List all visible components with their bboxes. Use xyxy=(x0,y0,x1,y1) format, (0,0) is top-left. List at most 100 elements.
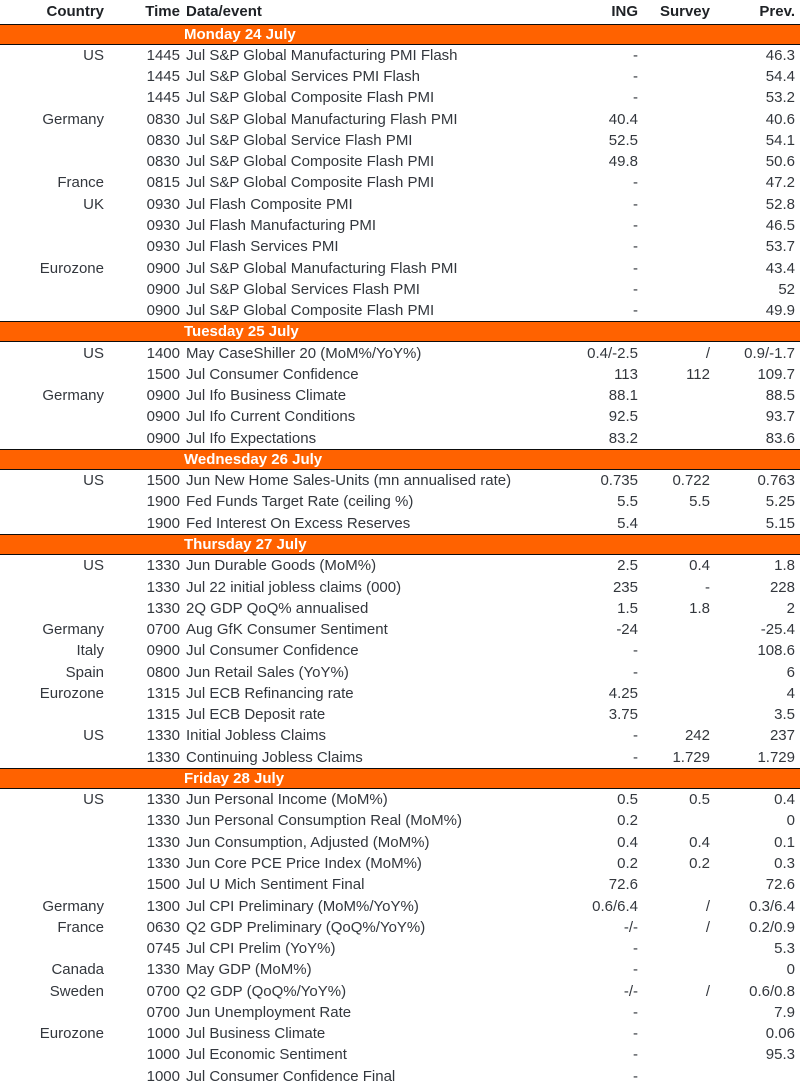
time-cell: 1445 xyxy=(146,89,180,107)
prev-cell: 5.3 xyxy=(774,940,795,958)
time-cell: 1500 xyxy=(146,365,180,383)
table-row: France 0630 Q2 GDP Preliminary (QoQ%/YoY%)… xyxy=(0,917,795,938)
event-cell: Jul S&P Global Manufacturing PMI Flash xyxy=(186,46,458,64)
prev-cell: 43.4 xyxy=(765,259,795,277)
time-cell: 1000 xyxy=(146,1046,180,1064)
prev-cell: 40.6 xyxy=(765,110,795,128)
country-cell: US xyxy=(83,791,104,809)
survey-cell: 1.729 xyxy=(672,748,710,766)
event-cell: Jul S&P Global Service Flash PMI xyxy=(186,131,413,149)
event-cell: Jul Economic Sentiment xyxy=(186,1046,347,1064)
table-row: 0900 Jul Ifo Expectations 83.2 83.6 xyxy=(0,428,795,449)
country-cell: US xyxy=(83,557,104,575)
time-cell: 1330 xyxy=(146,599,180,617)
table-row: 1330 Continuing Jobless Claims - 1.729 1.729 xyxy=(0,747,795,768)
table-row: Eurozone 1315 Jul ECB Refinancing rate 4.25… xyxy=(0,683,795,704)
time-cell: 1330 xyxy=(146,748,180,766)
ing-cell: 88.1 xyxy=(608,387,638,405)
event-cell: Jun Core PCE Price Index (MoM%) xyxy=(186,854,422,872)
prev-cell: 109.7 xyxy=(757,365,795,383)
ing-cell: 40.4 xyxy=(608,110,638,128)
ing-cell: 5.5 xyxy=(617,493,638,511)
ing-cell: 0.5 xyxy=(617,791,638,809)
ing-cell: -/- xyxy=(623,918,638,936)
event-cell: Jul CPI Prelim (YoY%) xyxy=(186,940,336,958)
table-row: 1900 Fed Funds Target Rate (ceiling %) 5.5… xyxy=(0,491,795,512)
table-row: UK 0930 Jul Flash Composite PMI - 52.8 xyxy=(0,194,795,215)
prev-cell: 6 xyxy=(786,663,795,681)
prev-cell: 53.2 xyxy=(765,89,795,107)
event-cell: Jul S&P Global Composite Flash PMI xyxy=(186,89,435,107)
time-cell: 0900 xyxy=(146,280,180,298)
table-row: 0900 Jul S&P Global Services Flash PMI - 52 xyxy=(0,279,795,300)
ing-cell: 5.4 xyxy=(617,514,638,532)
col-header-prev: Prev. xyxy=(759,3,795,21)
survey-cell: 0.4 xyxy=(689,833,710,851)
col-header-country: Country xyxy=(46,3,105,21)
time-cell: 0830 xyxy=(146,110,180,128)
table-row: 0930 Jul Flash Services PMI - 53.7 xyxy=(0,236,795,257)
ing-cell: - xyxy=(633,961,638,979)
survey-cell: 0.4 xyxy=(689,557,710,575)
prev-cell: 52 xyxy=(778,280,795,298)
table-row: 0930 Jul Flash Manufacturing PMI - 46.5 xyxy=(0,215,795,236)
country-cell: US xyxy=(83,472,104,490)
day-header-label: Tuesday 25 July xyxy=(184,323,299,341)
prev-cell: 0 xyxy=(786,812,795,830)
event-cell: Jul ECB Deposit rate xyxy=(186,706,326,724)
ing-cell: - xyxy=(633,68,638,86)
time-cell: 0930 xyxy=(146,238,180,256)
prev-cell: 53.7 xyxy=(765,238,795,256)
prev-cell: 2 xyxy=(786,599,795,617)
event-cell: Jun Retail Sales (YoY%) xyxy=(186,663,349,681)
table-row: 0745 Jul CPI Prelim (YoY%) - 5.3 xyxy=(0,938,795,959)
event-cell: Jun Durable Goods (MoM%) xyxy=(186,557,377,575)
ing-cell: 113 xyxy=(614,365,638,383)
time-cell: 0900 xyxy=(146,302,180,320)
survey-cell: 0.2 xyxy=(689,854,710,872)
prev-cell: 1.729 xyxy=(757,748,795,766)
survey-cell: - xyxy=(705,578,710,596)
event-cell: Jul S&P Global Manufacturing Flash PMI xyxy=(186,110,458,128)
country-cell: Germany xyxy=(42,110,104,128)
time-cell: 0700 xyxy=(146,621,180,639)
table-body: Monday 24 July US 1445 Jul S&P Global Manuf… xyxy=(0,23,800,1087)
time-cell: 0900 xyxy=(146,642,180,660)
country-cell: US xyxy=(83,727,104,745)
prev-cell: 0.2/0.9 xyxy=(749,918,795,936)
survey-cell: 1.8 xyxy=(689,599,710,617)
table-row: France 0815 Jul S&P Global Composite Flash… xyxy=(0,172,795,193)
prev-cell: 0.9/-1.7 xyxy=(744,344,795,362)
time-cell: 0830 xyxy=(146,131,180,149)
table-row: 1000 Jul Economic Sentiment - 95.3 xyxy=(0,1044,795,1065)
prev-cell: 0.4 xyxy=(774,791,795,809)
time-cell: 0900 xyxy=(146,259,180,277)
ing-cell: 0.6/6.4 xyxy=(592,897,638,915)
survey-cell: / xyxy=(705,897,710,915)
time-cell: 1500 xyxy=(146,876,180,894)
table-row: 1445 Jul S&P Global Composite Flash PMI - 5… xyxy=(0,87,795,108)
survey-cell: 5.5 xyxy=(689,493,710,511)
table-row: Germany 0900 Jul Ifo Business Climate 88.1 8… xyxy=(0,385,795,406)
time-cell: 1315 xyxy=(146,706,180,724)
prev-cell: 72.6 xyxy=(765,876,795,894)
ing-cell: 49.8 xyxy=(608,153,638,171)
table-row: Germany 1300 Jul CPI Preliminary (MoM%/YoY… xyxy=(0,895,795,916)
ing-cell: 72.6 xyxy=(608,876,638,894)
time-cell: 1500 xyxy=(146,472,180,490)
event-cell: Aug GfK Consumer Sentiment xyxy=(186,621,388,639)
event-cell: Jul 22 initial jobless claims (000) xyxy=(186,578,402,596)
event-cell: Jul Consumer Confidence Final xyxy=(186,1067,396,1085)
ing-cell: - xyxy=(633,195,638,213)
event-cell: Jun Unemployment Rate xyxy=(186,1003,352,1021)
col-header-time: Time xyxy=(145,3,180,21)
prev-cell: 228 xyxy=(769,578,795,596)
survey-cell: 242 xyxy=(684,727,710,745)
time-cell: 1330 xyxy=(146,557,180,575)
country-cell: France xyxy=(57,174,104,192)
ing-cell: - xyxy=(633,238,638,256)
country-cell: Germany xyxy=(42,897,104,915)
ing-cell: 52.5 xyxy=(608,131,638,149)
survey-cell: / xyxy=(705,982,710,1000)
ing-cell: - xyxy=(633,663,638,681)
